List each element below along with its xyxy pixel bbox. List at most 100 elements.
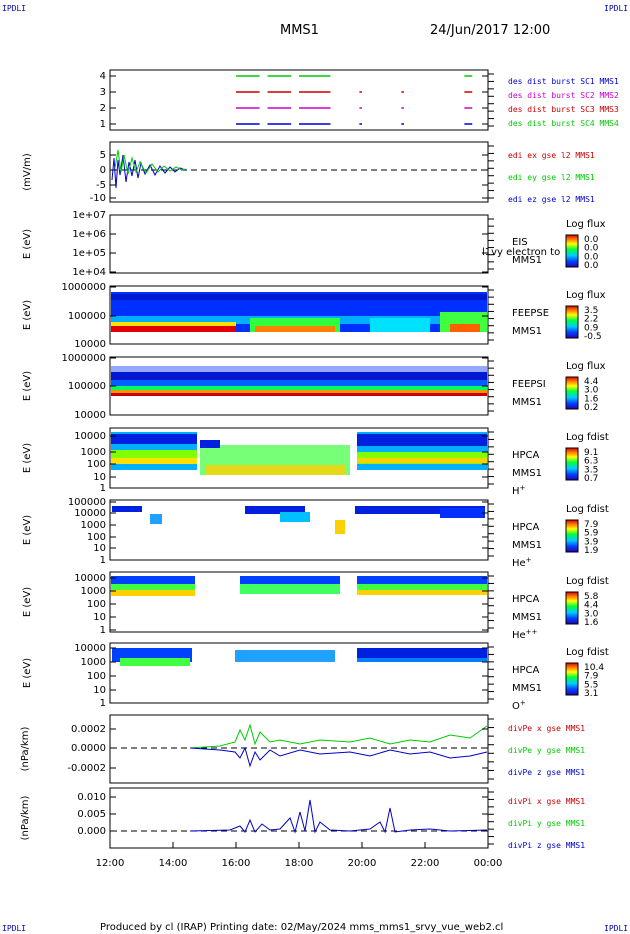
- y-axis-label: (mV/m): [22, 153, 33, 191]
- y-tick-label: 1000000: [61, 282, 106, 293]
- x-tick-label: 20:00: [348, 858, 377, 869]
- colorbar: [565, 447, 579, 481]
- colorbar-title: Log flux: [566, 290, 606, 301]
- panel-hpca-he-frame: [109, 499, 489, 561]
- panel-burst-frame: [109, 69, 489, 131]
- y-tick-label: 10000: [74, 339, 106, 350]
- x-tick-label: 00:00: [474, 858, 503, 869]
- datetime-title: 24/Jun/2017 12:00: [430, 23, 550, 38]
- instrument-label: O+: [512, 699, 526, 712]
- panel-eis-frame: [109, 214, 489, 274]
- colorbar-tick-label: 3.5: [584, 306, 598, 316]
- y-tick-label: 1000: [81, 586, 106, 597]
- colorbar-tick-label: 3.0: [584, 609, 599, 619]
- y-tick-label: 1000: [81, 657, 106, 668]
- colorbar-tick-label: 10.4: [584, 663, 604, 673]
- instrument-label: HPCA: [512, 522, 540, 533]
- colorbar-tick-label: 7.9: [584, 672, 599, 682]
- x-tick-label: 16:00: [222, 858, 251, 869]
- legend-entry: des dist burst SC1 MMS1: [508, 77, 619, 86]
- divpe-y-trace: [189, 723, 488, 749]
- y-tick-label: 10: [93, 612, 106, 623]
- instrument-label: FEEPSI: [512, 379, 546, 390]
- colorbar-tick-label: 4.4: [584, 377, 599, 387]
- y-tick-label: 1: [100, 119, 106, 130]
- y-tick-label: 100000: [68, 311, 106, 322]
- x-tick-label: 12:00: [96, 858, 125, 869]
- y-tick-label: 100000: [68, 497, 106, 508]
- y-tick-label: 5: [100, 150, 106, 161]
- y-tick-label: 10000: [74, 508, 106, 519]
- colorbar-tick-label: 0.2: [584, 403, 598, 413]
- instrument-label: MMS1: [512, 255, 542, 266]
- y-axis-label: (nPa/km): [20, 796, 31, 841]
- y-tick-label: 0.0002: [71, 724, 106, 735]
- colorbar: [565, 519, 579, 553]
- legend-entry: divPi x gse MMS1: [508, 797, 585, 806]
- y-tick-label: 1e+07: [72, 210, 106, 221]
- y-tick-label: 1000: [81, 447, 106, 458]
- instrument-label: MMS1: [512, 326, 542, 337]
- panel-divpe-frame: [109, 714, 489, 784]
- colorbar: [565, 376, 579, 410]
- colorbar-tick-label: -0.5: [584, 332, 602, 342]
- instrument-label: EIS: [512, 237, 528, 248]
- colorbar-tick-label: 3.5: [584, 465, 598, 475]
- y-tick-label: 1000: [81, 520, 106, 531]
- instrument-label: HPCA: [512, 450, 540, 461]
- legend-entry: edi ex gse l2 MMS1: [508, 151, 595, 160]
- hpca-h-spectrogram: [111, 432, 487, 475]
- colorbar-tick-label: 0.0: [584, 244, 599, 254]
- x-tick-label: 14:00: [159, 858, 188, 869]
- colorbar-tick-label: 0.0: [584, 261, 599, 271]
- y-tick-label: -0.0002: [67, 763, 106, 774]
- x-tick-label: 18:00: [285, 858, 314, 869]
- colorbar-tick-label: 5.8: [584, 592, 599, 602]
- y-tick-label: 3: [100, 87, 106, 98]
- y-tick-label: 100000: [68, 381, 106, 392]
- y-axis-label: (nPa/km): [20, 727, 31, 772]
- divpi-z-trace: [189, 799, 488, 834]
- legend-entry: divPi y gse MMS1: [508, 819, 585, 828]
- y-tick-label: 10000: [74, 643, 106, 654]
- y-tick-label: 1: [100, 698, 106, 709]
- legend-entry: edi ey gse l2 MMS1: [508, 173, 595, 182]
- instrument-label: MMS1: [512, 468, 542, 479]
- colorbar: [565, 591, 579, 625]
- instrument-label: He+: [512, 556, 532, 569]
- y-tick-label: 100: [87, 599, 106, 610]
- y-axis-label: E (eV): [22, 229, 33, 259]
- panel-feepse-frame: [109, 285, 489, 345]
- legend-entry: divPe y gse MMS1: [508, 746, 585, 755]
- panel-hpca-o-frame: [109, 642, 489, 704]
- colorbar-tick-label: 3.9: [584, 537, 599, 547]
- spacecraft-title: MMS1: [280, 23, 319, 38]
- divpe-z-trace: [189, 746, 488, 768]
- colorbar-title: Log fdist: [566, 647, 609, 658]
- y-tick-label: 0.005: [77, 809, 106, 820]
- edi-ey-trace: [114, 149, 187, 175]
- colorbar: [565, 662, 579, 696]
- colorbar-tick-label: 0.9: [584, 323, 599, 333]
- hpca-he-spectrogram: [112, 506, 485, 534]
- colorbar-title: Log flux: [566, 361, 606, 372]
- y-tick-label: 1: [100, 555, 106, 566]
- y-axis-label: E (eV): [22, 443, 33, 473]
- colorbar-tick-label: 1.6: [584, 394, 599, 404]
- y-tick-label: 0.010: [77, 792, 106, 803]
- instrument-label: MMS1: [512, 397, 542, 408]
- y-tick-label: 10000: [74, 431, 106, 442]
- hpca-hepp-spectrogram: [111, 576, 487, 596]
- legend-entry: des dist burst SC4 MMS4: [508, 119, 619, 128]
- instrument-label: MMS1: [512, 683, 542, 694]
- instrument-label: HPCA: [512, 665, 540, 676]
- panel-edi-frame: [109, 141, 489, 203]
- colorbar-tick-label: 5.9: [584, 529, 599, 539]
- legend-entry: divPe x gse MMS1: [508, 724, 585, 733]
- colorbar-tick-label: 1.9: [584, 546, 599, 556]
- x-tick-label: 22:00: [411, 858, 440, 869]
- y-axis-label: E (eV): [22, 587, 33, 617]
- colorbar-title: Log fdist: [566, 504, 609, 515]
- corner-label: IPDLI: [2, 924, 26, 933]
- corner-label: IPDLI: [604, 924, 628, 933]
